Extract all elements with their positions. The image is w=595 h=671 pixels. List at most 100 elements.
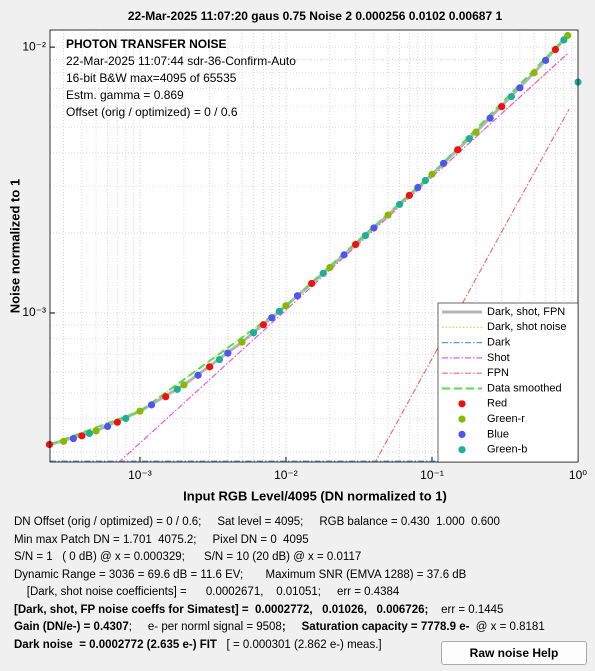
data-point [421, 176, 429, 185]
note-text: DN Offset (orig / optimized) = 0 / 0.6; … [14, 516, 500, 528]
legend-label: Dark [487, 337, 511, 349]
note-text: @ x = 0.8181 [469, 621, 545, 633]
note-text: [Dark, shot noise coefficients] = 0.0002… [14, 586, 400, 598]
y-axis-label: Noise normalized to 1 [7, 179, 22, 313]
data-point [224, 349, 232, 357]
data-point [92, 427, 100, 435]
note-text: Gain (DN/e-) = 0.4307 [14, 621, 129, 633]
data-point [113, 418, 121, 426]
note-line: [Dark, shot, FP noise coeffs for Simates… [14, 602, 545, 620]
x-tick-label: 10⁰ [569, 468, 587, 482]
note-text: Dark noise = 0.0002772 (2.635 e-) FIT [14, 638, 217, 651]
data-point [45, 440, 54, 449]
annotation: 22-Mar-2025 11:07:44 sdr-36-Confirm-Auto [66, 54, 296, 68]
data-point [370, 224, 378, 232]
y-tick-label: 10⁻³ [22, 305, 46, 319]
data-point [249, 329, 258, 337]
data-point [122, 414, 130, 423]
x-tick-label: 10⁻² [274, 468, 298, 482]
series-line [50, 53, 569, 446]
data-point [472, 128, 480, 136]
data-point [268, 314, 276, 322]
data-point [282, 302, 290, 310]
chart-title: 22-Mar-2025 11:07:20 gaus 0.75 Noise 2 0… [128, 9, 503, 23]
annotation: Offset (orig / optimized) = 0 / 0.6 [66, 105, 238, 119]
data-point [319, 269, 327, 277]
data-point [308, 279, 316, 288]
annotation: Estm. gamma = 0.869 [66, 88, 184, 102]
data-point [259, 321, 267, 329]
x-axis-label: Input RGB Level/4095 (DN normalized to 1… [183, 488, 447, 503]
data-point [215, 355, 224, 364]
note-text: Min max Patch DN = 1.701 4075.2; Pixel D… [14, 533, 309, 546]
legend-label: Data smoothed [487, 382, 562, 394]
data-point [498, 102, 506, 111]
series-line [118, 53, 569, 462]
data-point [173, 385, 181, 393]
data-point [361, 232, 370, 240]
data-point [238, 338, 246, 346]
annotation: 16-bit B&W max=4095 of 65535 [66, 71, 237, 85]
data-point [326, 263, 334, 272]
data-point [560, 36, 568, 44]
data-point [194, 371, 202, 379]
axes-box [49, 29, 579, 463]
note-text: ; Saturation capacity = 7778.9 e- [281, 621, 470, 633]
data-point [428, 170, 436, 178]
data-point [542, 56, 550, 64]
data-point [60, 437, 68, 445]
note-line: DN Offset (orig / optimized) = 0 / 0.6; … [14, 514, 545, 532]
note-text: err = 0.1445 [428, 603, 504, 616]
note-text: S/N = 1 ( 0 dB) @ x = 0.000329; S/N = 10… [14, 551, 362, 563]
note-line: [Dark, shot noise coefficients] = 0.0002… [14, 584, 545, 602]
data-point [465, 135, 473, 143]
x-tick-label: 10⁻³ [128, 468, 152, 482]
legend-swatch [458, 446, 466, 454]
help-button[interactable]: Raw noise Help [441, 641, 587, 665]
data-point [162, 393, 170, 401]
legend-label: FPN [487, 367, 509, 379]
note-line: Min max Patch DN = 1.701 4075.2; Pixel D… [14, 532, 545, 550]
data-point [136, 407, 144, 415]
note-text: Dynamic Range = 3036 = 69.6 dB = 11.6 EV… [14, 568, 467, 581]
legend-label: Dark, shot, FPN [487, 306, 565, 318]
y-tick-label: 10⁻² [22, 39, 46, 53]
legend-swatch [458, 400, 466, 408]
notes: DN Offset (orig / optimized) = 0 / 0.6; … [14, 514, 545, 654]
data-point [516, 84, 524, 92]
x-tick-label: 10⁻¹ [420, 468, 444, 482]
data-point [85, 429, 93, 438]
legend-label: Shot [487, 352, 510, 364]
data-point [405, 191, 413, 199]
note-text: [ = 0.000301 (2.862 e-) meas.] [216, 638, 382, 651]
note-line: Gain (DN/e-) = 0.4307; e- per norml sign… [14, 619, 545, 637]
data-point [414, 183, 422, 192]
note-line: Dynamic Range = 3036 = 69.6 dB = 11.6 EV… [14, 567, 545, 585]
note-text: [Dark, shot, FP noise coeffs for Simates… [14, 603, 429, 616]
data-point [69, 434, 77, 443]
legend-label: Green-b [487, 444, 527, 456]
data-point [180, 381, 188, 389]
note-line: Dark noise = 0.0002772 (2.635 e-) FIT [ … [14, 637, 545, 655]
legend-label: Red [487, 398, 507, 410]
chart: 22-Mar-2025 11:07:20 gaus 0.75 Noise 2 0… [7, 9, 587, 503]
data-point [439, 159, 448, 167]
note-line: S/N = 1 ( 0 dB) @ x = 0.000329; S/N = 10… [14, 549, 545, 567]
data-point [340, 251, 348, 259]
heading: PHOTON TRANSFER NOISE [66, 37, 226, 51]
data-point [530, 69, 538, 77]
data-point [551, 45, 559, 54]
data-point [352, 240, 360, 249]
legend-label: Green-r [487, 413, 525, 425]
data-point [384, 211, 392, 219]
data-point [147, 401, 156, 409]
data-point [206, 363, 214, 371]
data-point [486, 114, 494, 122]
legend-label: Blue [487, 428, 509, 440]
data-point [78, 432, 86, 440]
legend-swatch [458, 415, 466, 423]
legend-swatch [458, 430, 466, 438]
data-point [507, 92, 516, 101]
legend-label: Dark, shot noise [487, 321, 566, 333]
